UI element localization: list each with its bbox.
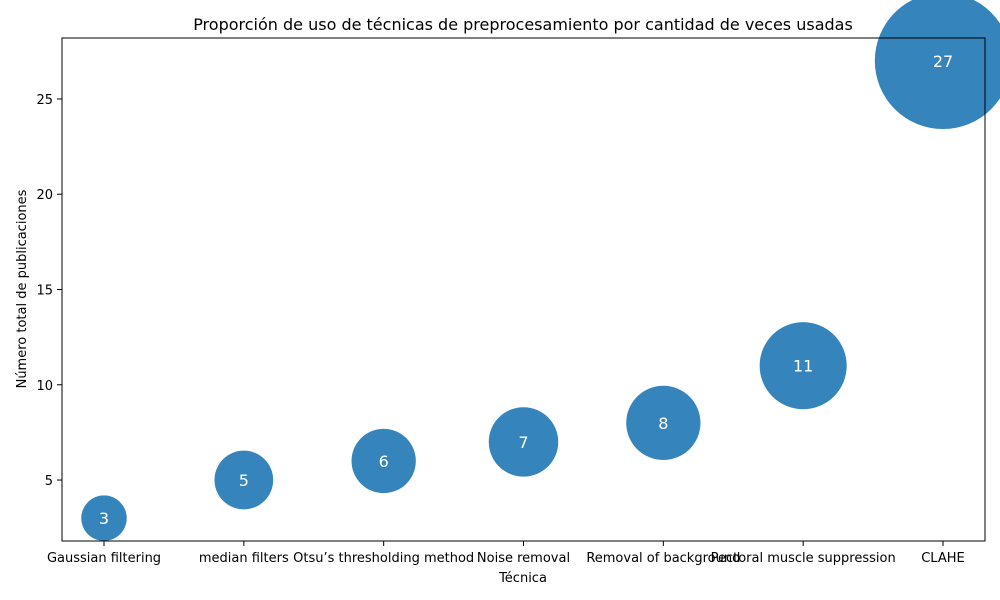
bubble-label-0: 3 xyxy=(99,509,109,528)
y-axis-label: Número total de publicaciones xyxy=(15,189,30,388)
x-tick-label-5: Pectoral muscle suppression xyxy=(711,551,896,566)
y-tick-label-1: 10 xyxy=(36,379,53,394)
bubble-label-5: 11 xyxy=(793,357,813,376)
bubble-3 xyxy=(488,407,559,477)
x-tick-label-2: Otsu’s thresholding method xyxy=(293,551,474,566)
bubble-label-6: 27 xyxy=(933,52,953,71)
bubble-label-1: 5 xyxy=(239,471,249,490)
y-tick-label-3: 20 xyxy=(36,188,53,203)
bubble-6 xyxy=(874,0,1000,130)
y-axis: 5 10 15 20 25 xyxy=(36,93,62,489)
bubble-1 xyxy=(214,450,274,510)
x-axis: Gaussian filtering median filters Otsu’s t… xyxy=(47,541,965,566)
x-tick-label-4: Removal of background xyxy=(586,551,740,566)
bubble-label-2: 6 xyxy=(379,452,389,471)
bubble-5 xyxy=(759,322,847,410)
y-tick-label-0: 5 xyxy=(45,474,53,489)
bubble-0 xyxy=(81,495,127,541)
bubble-2 xyxy=(351,428,416,494)
chart-title: Proporción de uso de técnicas de preproc… xyxy=(193,15,853,34)
bubbles-layer: 3 5 6 7 8 11 27 xyxy=(81,0,1000,541)
x-tick-label-1: median filters xyxy=(199,551,289,566)
x-tick-label-6: CLAHE xyxy=(921,551,965,566)
bubble-label-3: 7 xyxy=(518,433,528,452)
x-tick-label-3: Noise removal xyxy=(477,551,570,566)
y-tick-label-2: 15 xyxy=(36,284,53,299)
y-tick-label-4: 25 xyxy=(36,93,53,108)
bubble-label-4: 8 xyxy=(658,414,668,433)
x-tick-label-0: Gaussian filtering xyxy=(47,551,161,566)
bubble-4 xyxy=(626,385,701,460)
x-axis-label: Técnica xyxy=(498,571,547,586)
